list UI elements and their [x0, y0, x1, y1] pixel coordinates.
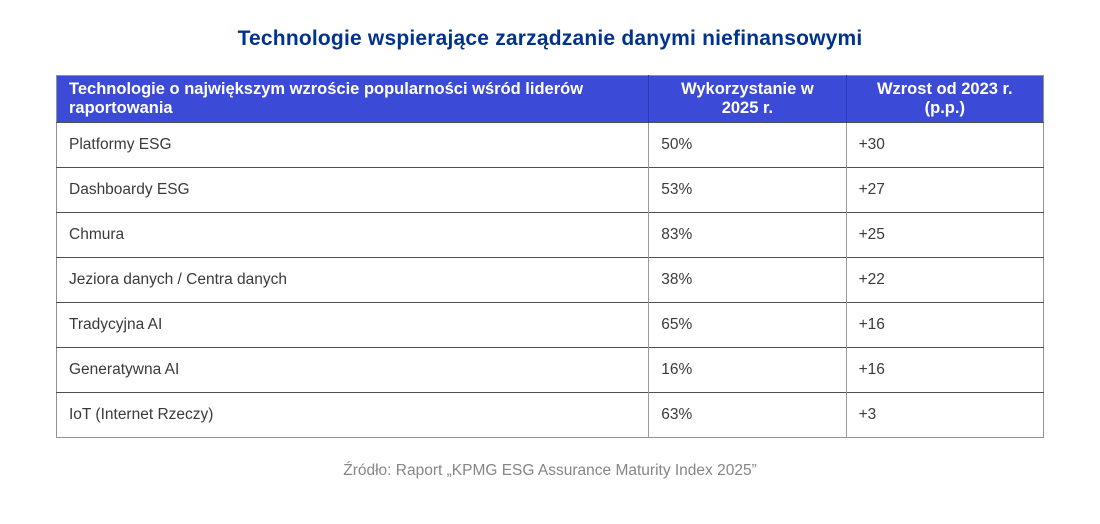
cell-technology: IoT (Internet Rzeczy) — [56, 392, 649, 438]
table-row: Tradycyjna AI 65% +16 — [56, 302, 1044, 348]
source-caption: Źródło: Raport „KPMG ESG Assurance Matur… — [343, 462, 757, 479]
cell-technology: Chmura — [56, 212, 649, 258]
data-table-container: Technologie o największym wzroście popul… — [56, 75, 1044, 438]
cell-growth-2023: +16 — [845, 347, 1044, 393]
cell-growth-2023: +27 — [845, 167, 1044, 213]
cell-technology: Dashboardy ESG — [56, 167, 649, 213]
table-body: Platformy ESG 50% +30 Dashboardy ESG 53% +27 C… — [56, 122, 1044, 438]
table-row: Dashboardy ESG 53% +27 — [56, 167, 1044, 213]
data-table: Technologie o największym wzroście popul… — [56, 75, 1044, 438]
column-header-usage-2025: Wykorzystanie w 2025 r. — [648, 75, 847, 123]
cell-usage-2025: 50% — [648, 122, 847, 168]
cell-usage-2025: 38% — [648, 257, 847, 303]
table-header-row: Technologie o największym wzroście popul… — [56, 75, 1044, 123]
page-title: Technologie wspierające zarządzanie dany… — [237, 27, 863, 50]
cell-technology: Tradycyjna AI — [56, 302, 649, 348]
cell-usage-2025: 65% — [648, 302, 847, 348]
table-row: Chmura 83% +25 — [56, 212, 1044, 258]
cell-growth-2023: +22 — [845, 257, 1044, 303]
cell-usage-2025: 53% — [648, 167, 847, 213]
cell-technology: Jeziora danych / Centra danych — [56, 257, 649, 303]
cell-usage-2025: 63% — [648, 392, 847, 438]
column-header-growth-2023: Wzrost od 2023 r. (p.p.) — [845, 75, 1044, 123]
cell-growth-2023: +16 — [845, 302, 1044, 348]
cell-technology: Platformy ESG — [56, 122, 649, 168]
cell-usage-2025: 16% — [648, 347, 847, 393]
cell-usage-2025: 83% — [648, 212, 847, 258]
table-row: Jeziora danych / Centra danych 38% +22 — [56, 257, 1044, 303]
cell-growth-2023: +3 — [845, 392, 1044, 438]
table-row: IoT (Internet Rzeczy) 63% +3 — [56, 392, 1044, 438]
cell-technology: Generatywna AI — [56, 347, 649, 393]
table-row: Generatywna AI 16% +16 — [56, 347, 1044, 393]
table-row: Platformy ESG 50% +30 — [56, 122, 1044, 168]
column-header-technology: Technologie o największym wzroście popul… — [56, 75, 649, 123]
table-header: Technologie o największym wzroście popul… — [56, 75, 1044, 123]
cell-growth-2023: +30 — [845, 122, 1044, 168]
cell-growth-2023: +25 — [845, 212, 1044, 258]
